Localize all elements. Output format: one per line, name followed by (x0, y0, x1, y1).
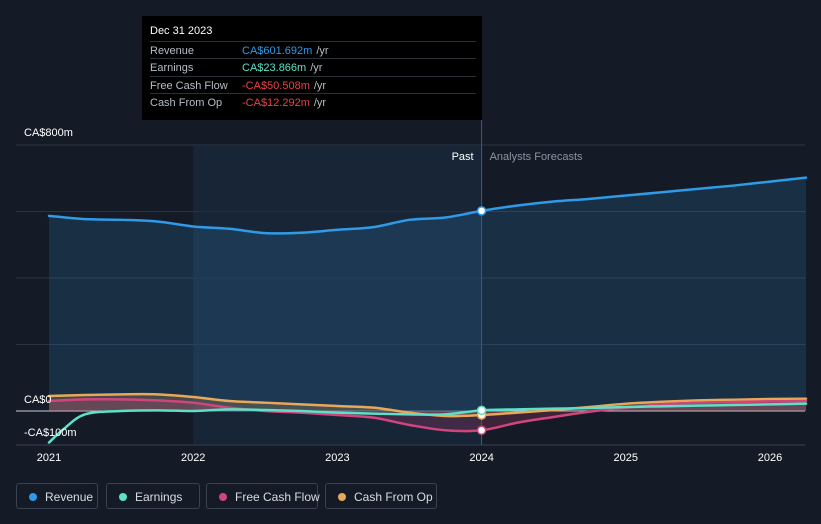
tooltip-value: -CA$50.508m/yr (242, 80, 327, 92)
tooltip-value: CA$23.866m/yr (242, 62, 323, 74)
tooltip: Dec 31 2023 Revenue CA$601.692m/yr Earni… (142, 16, 482, 120)
x-tick-label: 2026 (758, 452, 782, 464)
forecast-label: Analysts Forecasts (490, 151, 583, 163)
x-tick-label: 2021 (37, 452, 61, 464)
legend-item-revenue[interactable]: Revenue (16, 483, 98, 509)
tooltip-value: -CA$12.292m/yr (242, 97, 327, 109)
revenue-dot-icon (29, 493, 37, 501)
free-cash-flow-dot-icon (219, 493, 227, 501)
legend-label: Free Cash Flow (235, 490, 320, 504)
series-markers (476, 206, 487, 436)
y-tick-label: CA$800m (24, 127, 73, 139)
legend-item-earnings[interactable]: Earnings (106, 483, 200, 509)
tooltip-row-free-cash-flow: Free Cash Flow -CA$50.508m/yr (150, 76, 476, 94)
y-tick-label: CA$0 (24, 394, 52, 406)
tooltip-label: Revenue (150, 45, 195, 57)
earnings-marker (476, 405, 487, 416)
legend-item-free-cash-flow[interactable]: Free Cash Flow (206, 483, 320, 509)
tooltip-value: CA$601.692m/yr (242, 45, 329, 57)
y-tick-label: -CA$100m (24, 427, 77, 439)
tooltip-row-revenue: Revenue CA$601.692m/yr (150, 41, 476, 59)
past-region-shade (193, 145, 482, 445)
legend-item-cash-from-op[interactable]: Cash From Op (325, 483, 437, 509)
legend-label: Cash From Op (354, 490, 433, 504)
tooltip-label: Cash From Op (150, 97, 223, 109)
revenue-area (49, 177, 807, 411)
tooltip-label: Free Cash Flow (150, 80, 228, 92)
revenue-line (47, 176, 808, 235)
cash-from-op-area (49, 394, 807, 417)
earnings-dot-icon (119, 493, 127, 501)
x-tick-label: 2024 (469, 452, 493, 464)
x-tick-label: 2023 (325, 452, 349, 464)
tooltip-row-earnings: Earnings CA$23.866m/yr (150, 58, 476, 76)
y-axis-labels: CA$800m CA$0 -CA$100m (24, 127, 77, 439)
earnings-line (47, 402, 808, 444)
legend-label: Revenue (45, 490, 94, 504)
legend-label: Earnings (135, 490, 183, 504)
free-cash-flow-marker (476, 425, 487, 436)
cash-from-op-dot-icon (338, 493, 346, 501)
x-axis-labels: 2021 2022 2023 2024 2025 2026 (37, 452, 782, 464)
series-lines (47, 176, 808, 444)
tooltip-date: Dec 31 2023 (150, 25, 213, 37)
tooltip-label: Earnings (150, 62, 194, 74)
x-tick-label: 2022 (181, 452, 205, 464)
past-label: Past (452, 151, 474, 163)
x-tick-label: 2025 (614, 452, 638, 464)
free-cash-flow-line (47, 397, 808, 433)
revenue-marker (476, 206, 487, 216)
tooltip-row-cash-from-op: Cash From Op -CA$12.292m/yr (150, 93, 476, 111)
